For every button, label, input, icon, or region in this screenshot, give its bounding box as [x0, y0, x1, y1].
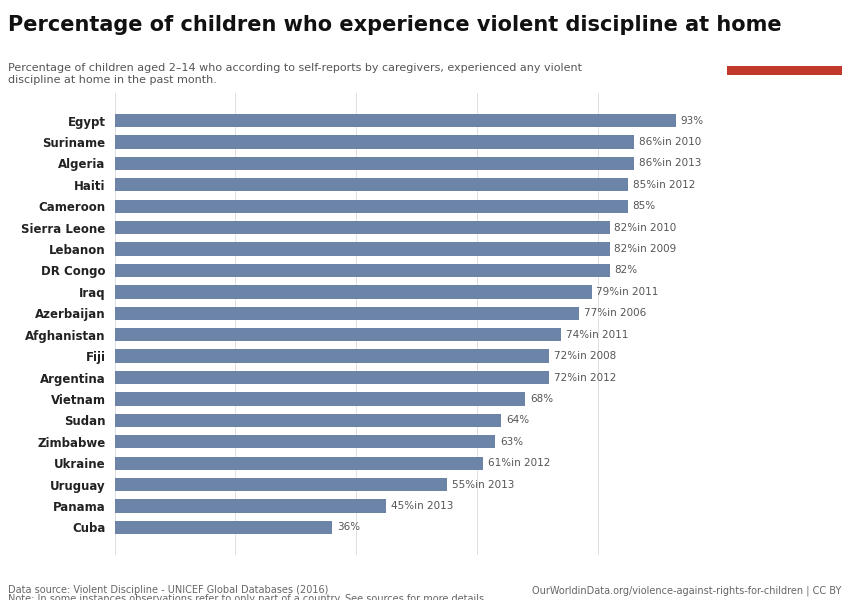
Text: 72%in 2012: 72%in 2012: [554, 373, 616, 383]
Text: 85%in 2012: 85%in 2012: [632, 180, 695, 190]
Bar: [115, 264, 609, 277]
Bar: [115, 349, 549, 363]
Text: 61%in 2012: 61%in 2012: [488, 458, 550, 468]
Text: Percentage of children aged 2–14 who according to self-reports by caregivers, ex: Percentage of children aged 2–14 who acc…: [8, 63, 582, 85]
Text: 77%in 2006: 77%in 2006: [584, 308, 647, 318]
Bar: [115, 435, 495, 448]
Bar: [115, 521, 332, 534]
Bar: [115, 157, 634, 170]
Text: Note: In some instances observations refer to only part of a country. See source: Note: In some instances observations ref…: [8, 594, 488, 600]
Bar: [115, 307, 580, 320]
Bar: [115, 478, 447, 491]
Text: 72%in 2008: 72%in 2008: [554, 351, 616, 361]
Bar: [115, 392, 525, 406]
Text: 74%in 2011: 74%in 2011: [566, 330, 628, 340]
Text: 64%: 64%: [506, 415, 529, 425]
Bar: [115, 499, 386, 512]
Bar: [115, 413, 501, 427]
Text: Data source: Violent Discipline - UNICEF Global Databases (2016): Data source: Violent Discipline - UNICEF…: [8, 585, 329, 595]
Text: 82%: 82%: [615, 265, 638, 275]
Text: 36%: 36%: [337, 523, 360, 532]
Text: OurWorldinData.org/violence-against-rights-for-children | CC BY: OurWorldinData.org/violence-against-righ…: [532, 585, 842, 595]
Bar: [115, 457, 483, 470]
Text: 55%in 2013: 55%in 2013: [451, 479, 514, 490]
Bar: [727, 66, 842, 75]
Text: 63%: 63%: [500, 437, 523, 447]
Bar: [115, 371, 549, 384]
Text: Our World: Our World: [752, 25, 816, 35]
Bar: [115, 285, 592, 299]
Bar: [115, 200, 627, 213]
Text: 85%: 85%: [632, 201, 655, 211]
Bar: [115, 221, 609, 235]
Text: 79%in 2011: 79%in 2011: [597, 287, 659, 297]
Text: 82%in 2010: 82%in 2010: [615, 223, 677, 233]
Text: 86%in 2010: 86%in 2010: [638, 137, 701, 147]
Text: 82%in 2009: 82%in 2009: [615, 244, 677, 254]
Bar: [115, 136, 634, 149]
Bar: [115, 328, 561, 341]
Bar: [115, 114, 676, 127]
Text: 93%: 93%: [681, 116, 704, 125]
Bar: [115, 178, 627, 191]
Text: 45%in 2013: 45%in 2013: [391, 501, 454, 511]
Bar: [115, 242, 609, 256]
Text: Percentage of children who experience violent discipline at home: Percentage of children who experience vi…: [8, 15, 782, 35]
Text: 86%in 2013: 86%in 2013: [638, 158, 701, 169]
Text: 68%: 68%: [530, 394, 553, 404]
Text: in Data: in Data: [762, 44, 807, 54]
